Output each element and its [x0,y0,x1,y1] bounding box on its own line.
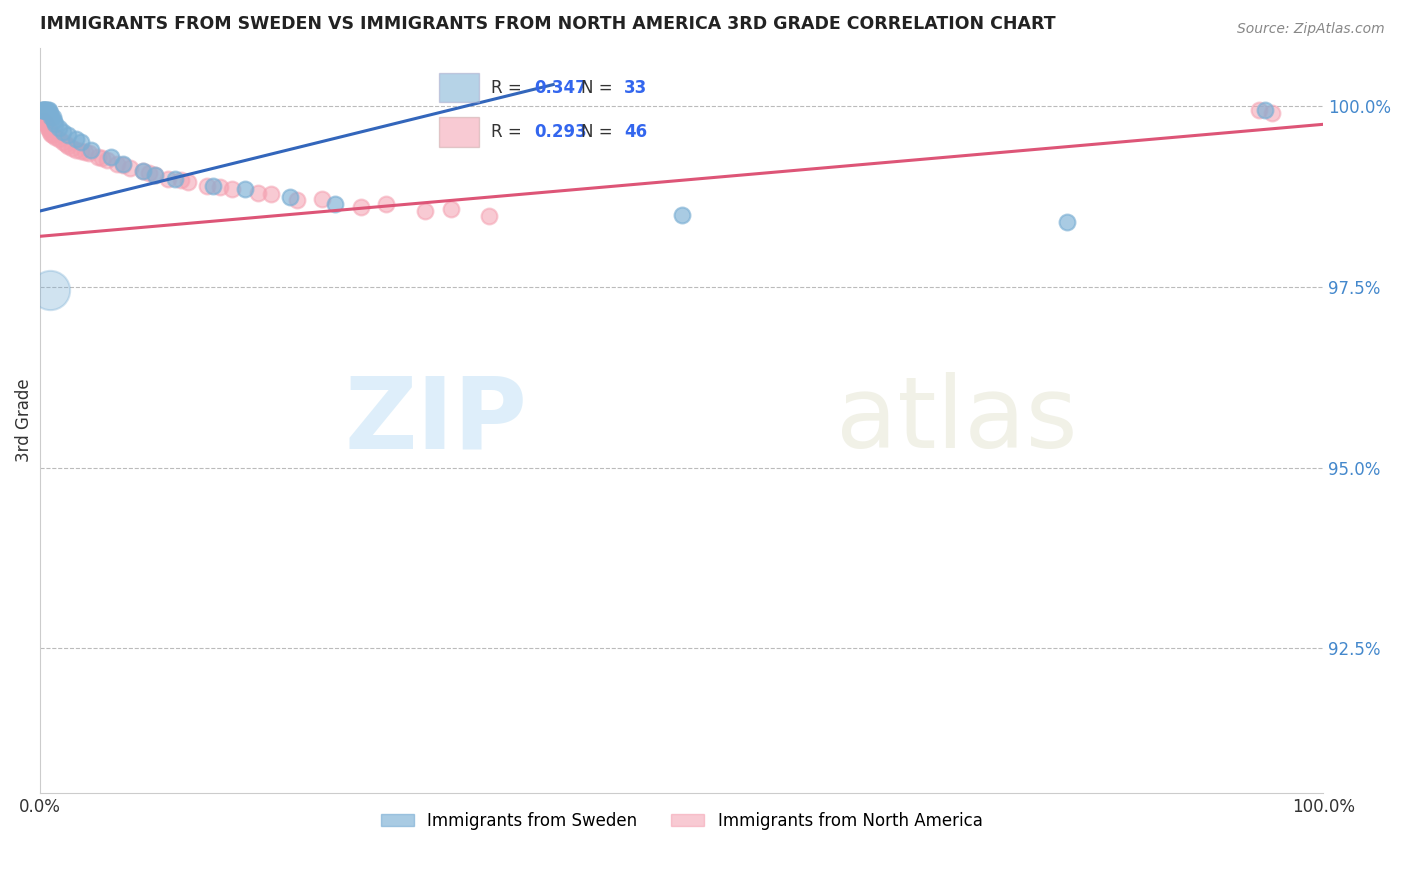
Point [671,208,693,222]
Point [37,120,59,135]
Text: ZIP: ZIP [344,372,527,469]
Point [1056,215,1078,229]
Point [39,124,62,138]
Point [96,153,118,168]
Point [118,161,141,175]
Point [247,186,270,200]
Point [34,103,56,117]
Point [48,120,70,135]
Point [221,182,243,196]
Point [38,103,60,117]
Point [285,193,308,207]
Point [77,146,100,161]
Point [56,128,79,143]
Point [34,115,56,129]
Point [73,145,96,160]
Point [30,103,52,117]
Point [65,132,87,146]
Point [44,129,66,144]
Point [65,143,87,157]
Point [35,103,58,117]
Point [138,166,160,180]
Point [413,204,436,219]
Y-axis label: 3rd Grade: 3rd Grade [15,379,32,462]
Point [32,103,55,117]
Point [38,122,60,136]
Text: IMMIGRANTS FROM SWEDEN VS IMMIGRANTS FROM NORTH AMERICA 3RD GRADE CORRELATION CH: IMMIGRANTS FROM SWEDEN VS IMMIGRANTS FRO… [39,15,1056,33]
Point [176,175,198,189]
Point [323,196,346,211]
Point [31,103,53,117]
Point [1254,103,1277,117]
Point [375,196,398,211]
Point [41,110,63,124]
Point [37,103,59,117]
Point [233,182,256,196]
Point [1247,103,1270,117]
Point [208,180,231,194]
Point [112,157,135,171]
Point [30,110,52,124]
Point [41,127,63,141]
Point [32,113,55,128]
Point [202,178,225,193]
Point [35,117,58,131]
Point [56,139,79,153]
Point [32,103,55,117]
Point [60,141,83,155]
Point [105,157,128,171]
Point [163,171,186,186]
Point [131,164,153,178]
Point [90,151,112,165]
Point [145,168,167,182]
Point [170,173,193,187]
Point [195,178,218,193]
Text: atlas: atlas [835,372,1077,469]
Point [80,143,103,157]
Point [1261,106,1284,120]
Point [39,284,62,298]
Point [39,106,62,120]
Point [100,150,122,164]
Point [52,136,75,150]
Point [48,132,70,146]
Point [31,103,53,117]
Point [42,128,65,143]
Point [31,113,53,128]
Point [35,103,58,117]
Point [70,136,93,150]
Legend: Immigrants from Sweden, Immigrants from North America: Immigrants from Sweden, Immigrants from … [374,805,988,837]
Point [260,187,283,202]
Point [42,110,65,124]
Point [157,171,180,186]
Point [145,168,167,182]
Point [131,164,153,178]
Text: Source: ZipAtlas.com: Source: ZipAtlas.com [1237,22,1385,37]
Point [112,159,135,173]
Point [311,192,333,206]
Point [52,124,75,138]
Point [86,150,108,164]
Point [55,136,77,151]
Point [42,113,65,128]
Point [70,144,93,158]
Point [439,202,461,216]
Point [478,209,501,223]
Point [44,117,66,131]
Point [278,189,301,203]
Point [350,201,373,215]
